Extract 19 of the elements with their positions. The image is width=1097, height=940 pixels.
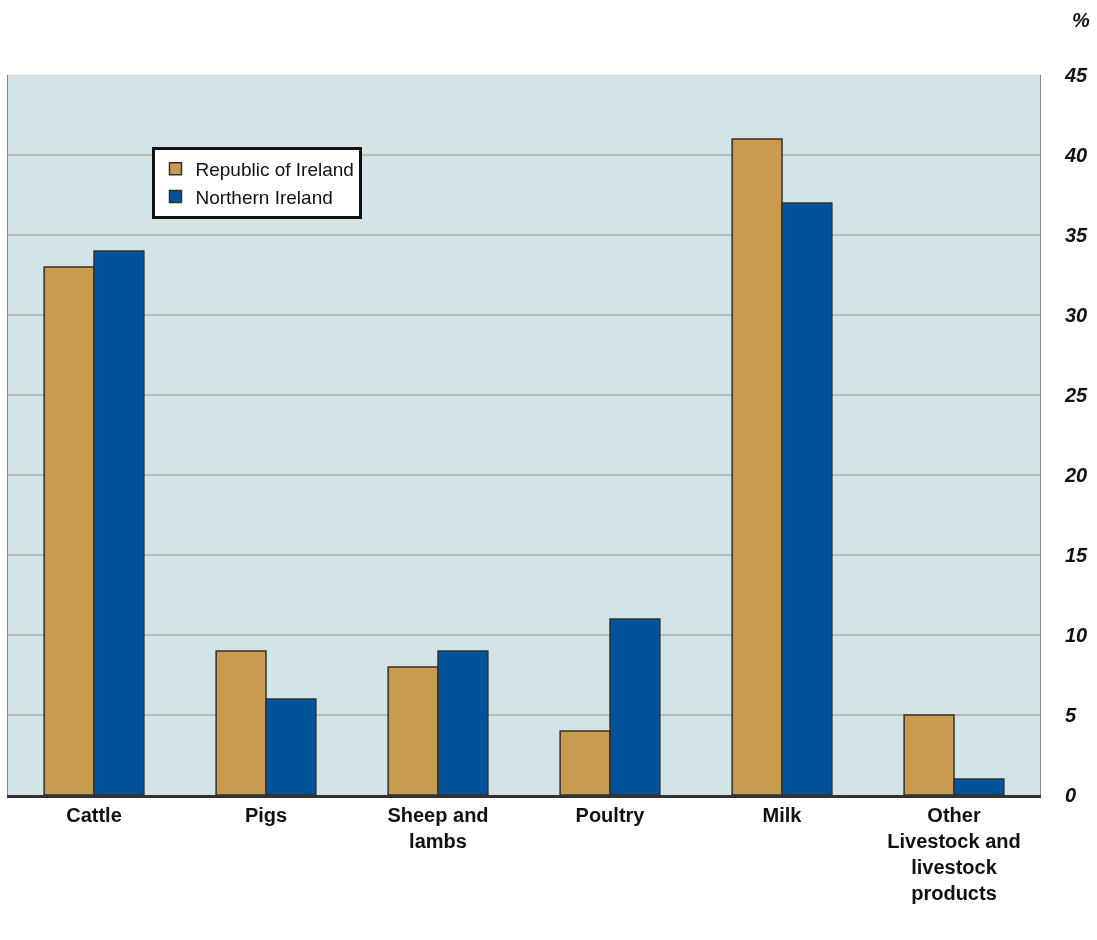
legend-label: Republic of Ireland [195, 159, 354, 181]
y-tick-label: 45 [1064, 64, 1089, 86]
x-tick-label: Cattle [66, 804, 122, 826]
legend-label: Northern Ireland [195, 186, 333, 208]
x-tick-label: Sheep and lambs [387, 804, 489, 852]
y-tick-label: 35 [1065, 224, 1089, 246]
x-tick-label: Poultry [575, 804, 646, 826]
y-tick-label: 15 [1065, 544, 1089, 566]
y-axis-title: % [1072, 9, 1090, 31]
x-tick-label: Milk [762, 804, 803, 826]
y-tick-label: 0 [1065, 784, 1077, 806]
x-tick-label: Other Livestock and livestock products [887, 804, 1021, 904]
y-tick-label: 25 [1064, 384, 1089, 406]
x-tick-label: Pigs [244, 804, 288, 826]
y-tick-label: 30 [1065, 304, 1088, 326]
y-tick-label: 5 [1065, 704, 1077, 726]
y-tick-label: 40 [1064, 144, 1088, 166]
y-tick-label: 10 [1065, 624, 1088, 646]
y-tick-label: 20 [1064, 464, 1088, 486]
